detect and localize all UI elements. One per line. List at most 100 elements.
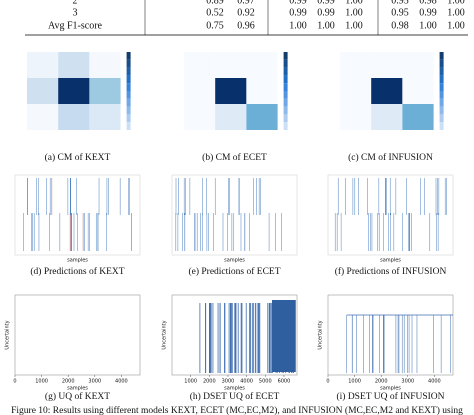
cm-cell — [89, 78, 121, 104]
table-cell: 0.95 — [391, 0, 409, 6]
x-tick-label: 1000 — [348, 379, 361, 385]
colorbar — [126, 75, 131, 84]
table-cell: 0.99 — [317, 7, 335, 18]
colorbar — [439, 59, 444, 68]
colorbar — [283, 114, 288, 123]
table-cell: 0.75 — [206, 20, 224, 31]
table-cell: 0.95 — [391, 7, 409, 18]
panel-caption: (b) CM of ECET — [202, 152, 267, 163]
colorbar — [126, 59, 131, 68]
x-tick-label: 2000 — [375, 379, 388, 385]
table-cell: 1.00 — [419, 20, 437, 31]
cm-cell — [27, 78, 59, 104]
cm-cell — [215, 104, 247, 130]
colorbar — [439, 52, 444, 60]
table-cell: Avg F1-score — [48, 20, 103, 31]
cm-cell — [340, 52, 372, 78]
colorbar — [283, 75, 288, 84]
colorbar — [283, 98, 288, 107]
panel-caption: (c) CM of INFUSION — [348, 152, 433, 163]
panel-caption: (a) CM of KEXT — [45, 152, 111, 163]
cm-cell — [27, 52, 59, 78]
colorbar — [126, 67, 131, 76]
colorbar — [439, 91, 444, 99]
table-cell: 0.89 — [206, 0, 224, 6]
colorbar — [126, 52, 131, 60]
x-tick-label: 2000 — [203, 379, 216, 385]
x-tick-label: 1000 — [184, 379, 197, 385]
cm-cell — [246, 104, 278, 130]
colorbar — [439, 114, 444, 123]
cm-cell — [246, 78, 278, 104]
x-tick-label: 2000 — [62, 379, 75, 385]
colorbar — [126, 98, 131, 107]
x-tick-label: 4000 — [115, 379, 128, 385]
colorbar — [439, 106, 444, 115]
cm-cell — [246, 52, 278, 78]
x-tick-label: 5000 — [259, 379, 272, 385]
table-cell: 3 — [73, 7, 78, 18]
colorbar — [439, 75, 444, 84]
cm-cell — [27, 104, 59, 130]
x-tick-label: 4000 — [240, 379, 253, 385]
panel-caption: (f) Predictions of INFUSION — [335, 266, 447, 277]
x-tick-label: 0 — [13, 379, 16, 385]
cm-cell — [402, 52, 434, 78]
colorbar — [439, 67, 444, 76]
colorbar — [126, 106, 131, 115]
x-tick-label: 0 — [326, 379, 329, 385]
x-tick-label: 3000 — [222, 379, 235, 385]
cm-cell — [184, 104, 216, 130]
y-axis-label: Uncertainty — [5, 320, 11, 349]
table-cell: 0.98 — [419, 0, 437, 6]
colorbar — [283, 122, 288, 130]
cm-cell — [184, 78, 216, 104]
table-cell: 0.96 — [237, 20, 255, 31]
plot-frame — [14, 174, 141, 256]
cm-cell — [371, 78, 403, 104]
colorbar — [126, 114, 131, 123]
colorbar — [283, 67, 288, 76]
panel-caption: (g) UQ of KEXT — [45, 391, 110, 402]
colorbar — [126, 91, 131, 99]
colorbar — [439, 122, 444, 130]
y-axis-label: Uncertainty — [162, 320, 168, 349]
colorbar — [126, 83, 131, 91]
plot-frame — [327, 294, 454, 376]
table-cell: 0.99 — [317, 0, 335, 6]
colorbar — [283, 91, 288, 99]
panel-caption: (d) Predictions of KEXT — [30, 266, 124, 277]
table-cell: 1.00 — [447, 7, 465, 18]
figure-caption: Figure 10: Results using different model… — [11, 405, 463, 415]
table-cell: 0.52 — [206, 7, 224, 18]
plot-frame — [171, 174, 298, 256]
plot-frame — [327, 174, 454, 256]
table-cell: 1.00 — [447, 20, 465, 31]
table-cell: 0.98 — [391, 20, 409, 31]
cm-cell — [340, 104, 372, 130]
cm-cell — [89, 52, 121, 78]
cm-cell — [402, 78, 434, 104]
table-cell: 1.00 — [447, 0, 465, 6]
x-axis-label: samples — [224, 258, 245, 264]
panel-caption: (e) Predictions of ECET — [188, 266, 280, 277]
x-axis-label: samples — [67, 386, 88, 392]
colorbar — [126, 122, 131, 130]
colorbar — [283, 59, 288, 68]
cm-cell — [371, 52, 403, 78]
x-tick-label: 6000 — [278, 379, 291, 385]
cm-cell — [402, 104, 434, 130]
table-cell: 0.92 — [237, 7, 255, 18]
x-tick-label: 1000 — [35, 379, 48, 385]
x-tick-label: 3000 — [88, 379, 101, 385]
x-axis-label: samples — [224, 386, 245, 392]
x-tick-label: 4000 — [428, 379, 441, 385]
cm-cell — [58, 104, 90, 130]
table-cell: 2 — [73, 0, 78, 6]
table-cell: 1.00 — [345, 20, 363, 31]
cm-cell — [215, 78, 247, 104]
colorbar — [439, 83, 444, 91]
cm-cell — [58, 78, 90, 104]
colorbar — [283, 52, 288, 60]
